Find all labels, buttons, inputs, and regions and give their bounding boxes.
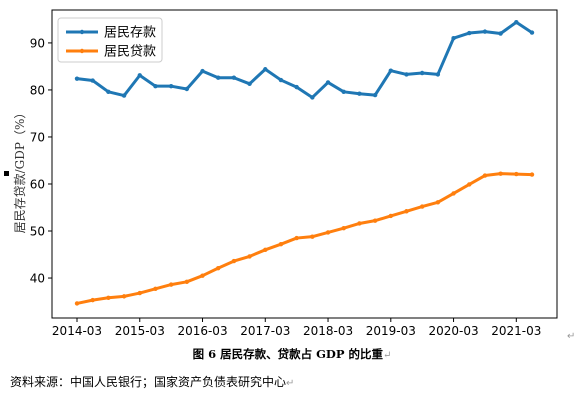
data-point-loan bbox=[168, 282, 174, 287]
x-tick-label: 2020-03 bbox=[428, 324, 478, 338]
data-point-loan bbox=[216, 265, 221, 271]
data-point-loan bbox=[153, 286, 158, 292]
data-point-loan bbox=[388, 213, 393, 219]
y-tick-label: 50 bbox=[30, 225, 45, 239]
legend-marker-deposit bbox=[79, 29, 85, 35]
data-point-loan bbox=[435, 200, 441, 205]
legend-label-deposit: 居民存款 bbox=[104, 26, 156, 41]
bullet-mark bbox=[4, 171, 9, 176]
series-line-loan bbox=[75, 172, 534, 305]
data-point-loan bbox=[184, 279, 190, 284]
data-point-deposit bbox=[372, 92, 378, 98]
data-point-deposit bbox=[137, 73, 142, 78]
data-point-deposit bbox=[247, 81, 252, 87]
data-point-deposit bbox=[74, 76, 80, 81]
data-point-loan bbox=[514, 171, 519, 177]
y-tick-label: 40 bbox=[30, 272, 45, 286]
data-point-loan bbox=[231, 258, 237, 264]
data-point-deposit bbox=[388, 68, 393, 73]
source-text: 资料来源：中国人民银行；国家资产负债表研究中心 bbox=[10, 375, 287, 389]
data-point-deposit bbox=[467, 30, 472, 36]
data-point-deposit bbox=[106, 89, 111, 95]
data-point-deposit bbox=[231, 75, 237, 80]
data-point-loan bbox=[121, 294, 127, 299]
data-point-loan bbox=[247, 254, 252, 259]
data-point-deposit bbox=[153, 83, 158, 89]
data-point-loan bbox=[529, 172, 535, 177]
source-note: 资料来源：中国人民银行；国家资产负债表研究中心↵ bbox=[10, 373, 294, 390]
data-point-loan bbox=[467, 182, 472, 187]
data-point-loan bbox=[74, 301, 80, 306]
data-point-loan bbox=[90, 297, 95, 303]
data-point-deposit bbox=[498, 31, 503, 36]
data-point-loan bbox=[310, 234, 315, 239]
data-point-loan bbox=[404, 209, 409, 214]
data-point-deposit bbox=[216, 75, 221, 80]
x-tick-label: 2017-03 bbox=[240, 324, 290, 338]
data-point-deposit bbox=[184, 86, 190, 92]
data-point-loan bbox=[372, 218, 378, 223]
x-tick-label: 2019-03 bbox=[366, 324, 416, 338]
data-point-loan bbox=[325, 230, 331, 235]
data-point-deposit bbox=[325, 80, 331, 85]
legend-label-loan: 居民贷款 bbox=[104, 45, 156, 60]
data-point-loan bbox=[278, 241, 284, 247]
data-point-deposit bbox=[278, 77, 284, 83]
data-point-loan bbox=[137, 290, 142, 296]
data-point-deposit bbox=[263, 67, 268, 72]
y-tick-label: 80 bbox=[30, 83, 45, 97]
plot-area: 40 50 60 70 80 90 2014-03 2015-03 2016-03 2017-03… bbox=[30, 9, 558, 338]
data-point-loan bbox=[263, 247, 268, 253]
data-point-deposit bbox=[90, 78, 95, 83]
data-point-deposit bbox=[200, 68, 205, 74]
x-tick-label: 2021-03 bbox=[491, 324, 541, 338]
y-tick-label: 60 bbox=[30, 177, 45, 191]
data-point-deposit bbox=[482, 29, 488, 34]
data-point-deposit bbox=[121, 93, 127, 98]
x-tick-label: 2014-03 bbox=[52, 324, 102, 338]
data-point-deposit bbox=[310, 95, 315, 100]
y-tick-label: 90 bbox=[30, 36, 45, 50]
data-point-loan bbox=[200, 273, 205, 278]
x-tick-label: 2015-03 bbox=[115, 324, 165, 338]
caption-text: 图 6 居民存款、贷款占 GDP 的比重 bbox=[192, 347, 384, 361]
x-tick-label: 2018-03 bbox=[303, 324, 353, 338]
data-point-deposit bbox=[341, 89, 346, 95]
paragraph-end-mark: ↵ bbox=[567, 331, 576, 342]
x-tick-label: 2016-03 bbox=[177, 324, 227, 338]
data-point-deposit bbox=[404, 72, 409, 77]
legend: 居民存款 居民贷款 bbox=[57, 17, 163, 63]
y-axis-title: 居民存贷款/GDP（%） bbox=[13, 107, 27, 234]
data-point-loan bbox=[482, 173, 488, 178]
chart: 40 50 60 70 80 90 2014-03 2015-03 2016-03 2017-03… bbox=[13, 9, 558, 338]
data-point-deposit bbox=[451, 36, 456, 41]
data-point-loan bbox=[357, 221, 362, 226]
data-point-deposit bbox=[529, 30, 535, 35]
data-point-loan bbox=[106, 295, 111, 300]
data-point-deposit bbox=[294, 84, 299, 90]
data-point-deposit bbox=[435, 72, 441, 77]
data-point-deposit bbox=[168, 83, 174, 89]
data-point-loan bbox=[294, 235, 299, 241]
data-point-loan bbox=[451, 191, 456, 196]
series-line-deposit bbox=[75, 20, 534, 99]
source-paragraph-mark: ↵ bbox=[286, 378, 295, 389]
data-point-deposit bbox=[357, 91, 362, 96]
plot-frame bbox=[51, 9, 558, 319]
data-point-deposit bbox=[419, 70, 425, 76]
legend-marker-loan bbox=[79, 48, 85, 54]
data-point-loan bbox=[419, 204, 425, 209]
caption-paragraph-mark: ↵ bbox=[383, 350, 392, 361]
y-tick-label: 70 bbox=[30, 130, 45, 144]
data-point-loan bbox=[341, 225, 346, 231]
data-point-loan bbox=[498, 171, 503, 176]
data-point-deposit bbox=[514, 20, 519, 25]
figure-caption: 图 6 居民存款、贷款占 GDP 的比重↵ bbox=[0, 346, 584, 362]
